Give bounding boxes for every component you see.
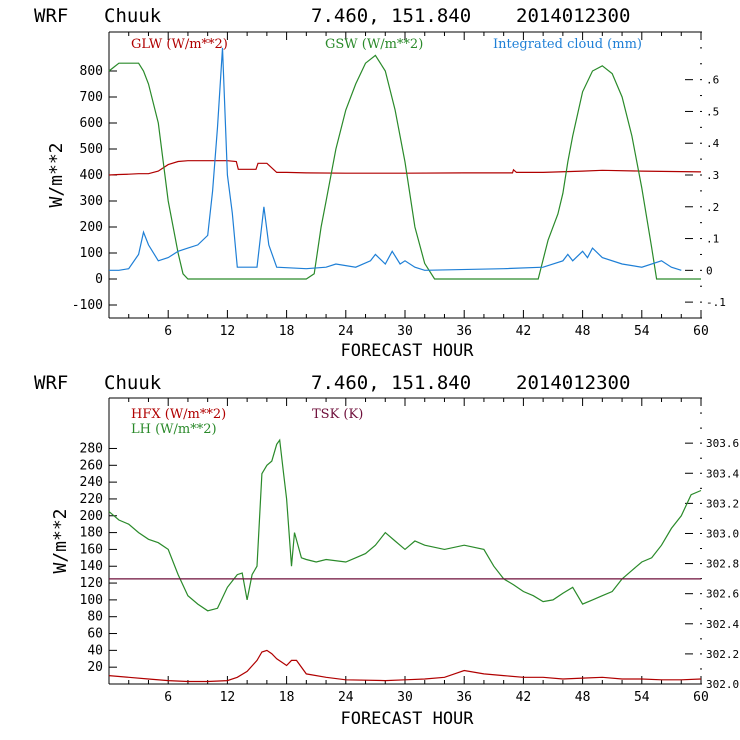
- legend-entry-2: LH (W/m**2): [131, 422, 217, 437]
- y-tick-label: 300: [80, 194, 103, 209]
- y-tick-label: 260: [80, 458, 103, 473]
- y2-tick-label: .2: [706, 201, 719, 214]
- series-line-3: [109, 47, 682, 271]
- x-tick-label: 36: [456, 324, 472, 339]
- y2-tick-label: 302.8: [706, 558, 739, 571]
- y2-tick-label: 302.4: [706, 618, 739, 631]
- series-line-1: [108, 649, 702, 683]
- y-tick-label: 0: [95, 272, 103, 287]
- y-tick-label: 100: [80, 246, 103, 261]
- y-tick-label: 800: [80, 64, 103, 79]
- y2-tick-label: 302.0: [706, 678, 739, 691]
- y2-tick-label: -.1: [706, 296, 726, 309]
- y-tick-label: 60: [87, 627, 103, 642]
- header-coords: 7.460, 151.840: [311, 5, 471, 27]
- x-tick-label: 42: [516, 690, 532, 705]
- y2-tick-label: 302.2: [706, 648, 739, 661]
- y2-tick-label: 302.6: [706, 588, 739, 601]
- x-tick-label: 12: [220, 690, 236, 705]
- y-tick-label: 100: [80, 593, 103, 608]
- legend-entry-3: Integrated cloud (mm): [493, 37, 642, 52]
- series-line-2: [108, 54, 701, 280]
- y-tick-label: 500: [80, 142, 103, 157]
- x-tick-label: 60: [693, 690, 709, 705]
- header-coords: 7.460, 151.840: [311, 372, 471, 394]
- chart-panel-2: WRF Chuuk 7.460, 151.840 2014012300 6 12 18 24 3…: [34, 372, 739, 729]
- x-tick-label: 48: [575, 324, 591, 339]
- y-tick-label: 240: [80, 475, 103, 490]
- header-site: Chuuk: [104, 5, 162, 27]
- y-tick-label: 200: [80, 220, 103, 235]
- series-line-1: [108, 160, 702, 176]
- y2-tick-label: .1: [706, 233, 719, 246]
- y2-tick-label: 303.0: [706, 527, 739, 540]
- y2-tick-label: 0: [706, 264, 713, 277]
- y-tick-label: 700: [80, 90, 103, 105]
- y2-tick-label: 303.4: [706, 467, 739, 480]
- header-model: WRF: [34, 372, 68, 394]
- y-tick-label: 200: [80, 509, 103, 524]
- y2-tick-label: .3: [706, 169, 719, 182]
- y-tick-label: 600: [80, 116, 103, 131]
- y-tick-label: 180: [80, 526, 103, 541]
- y-axis-label: W/m**2: [50, 508, 71, 573]
- x-tick-label: 30: [397, 690, 413, 705]
- y-tick-label: 140: [80, 559, 103, 574]
- x-tick-label: 42: [516, 324, 532, 339]
- y-tick-label: 400: [80, 168, 103, 183]
- x-tick-label: 30: [397, 324, 413, 339]
- x-tick-label: 60: [693, 324, 709, 339]
- x-tick-label: 24: [338, 324, 354, 339]
- y2-tick-label: .5: [706, 105, 719, 118]
- y2-tick-label: .4: [706, 137, 720, 150]
- y-tick-label: 40: [87, 643, 103, 658]
- series-line-2: [108, 438, 702, 612]
- chart-panel-1: WRF Chuuk 7.460, 151.840 2014012300 6 12 18 24 3…: [34, 5, 726, 361]
- x-tick-label: 48: [575, 690, 591, 705]
- y-axis-label: W/m**2: [46, 142, 67, 207]
- x-tick-label: 6: [164, 690, 172, 705]
- y-tick-label: 280: [80, 441, 103, 456]
- x-tick-label: 36: [456, 690, 472, 705]
- y-tick-label: 80: [87, 610, 103, 625]
- y-tick-label: 160: [80, 542, 103, 557]
- x-tick-label: 24: [338, 690, 354, 705]
- y-tick-label: 220: [80, 492, 103, 507]
- x-tick-label: 54: [634, 690, 650, 705]
- header-run: 2014012300: [516, 372, 630, 394]
- x-axis-label: FORECAST HOUR: [340, 341, 474, 361]
- y2-tick-label: 303.2: [706, 497, 739, 510]
- x-tick-label: 54: [634, 324, 650, 339]
- legend-entry-2: GSW (W/m**2): [325, 37, 423, 52]
- legend-entry-1: GLW (W/m**2): [131, 37, 228, 52]
- header-site: Chuuk: [104, 372, 162, 394]
- y2-tick-label: 303.6: [706, 437, 739, 450]
- legend-entry-1: HFX (W/m**2): [131, 407, 226, 422]
- x-tick-label: 12: [220, 324, 236, 339]
- header-model: WRF: [34, 5, 68, 27]
- y2-tick-label: .6: [706, 74, 719, 87]
- y-tick-label: -100: [72, 298, 103, 313]
- y-tick-label: 20: [87, 660, 103, 675]
- y-tick-label: 120: [80, 576, 103, 591]
- legend-entry-3: TSK (K): [312, 407, 363, 422]
- x-axis-label: FORECAST HOUR: [340, 709, 474, 729]
- header-run: 2014012300: [516, 5, 630, 27]
- x-tick-label: 6: [164, 324, 172, 339]
- x-tick-label: 18: [279, 690, 295, 705]
- x-tick-label: 18: [279, 324, 295, 339]
